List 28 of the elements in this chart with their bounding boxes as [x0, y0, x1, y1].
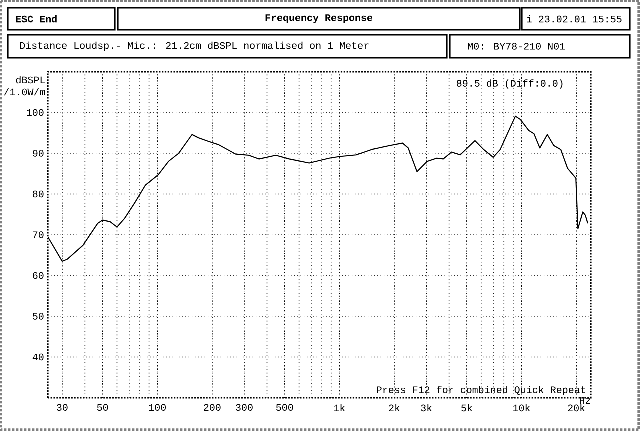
x-tick-label: 10k [514, 404, 530, 412]
x-axis-title: Hz [580, 397, 590, 404]
x-tick-label: 30 [57, 404, 68, 412]
y-tick-label: 100 [27, 109, 44, 116]
text: ESC End [16, 15, 57, 23]
chart-title: Frequency Response [266, 14, 373, 24]
x-tick-label: 300 [236, 404, 253, 412]
text: i 23.02.01 15:55 [527, 15, 622, 23]
text: M0: BY78-210 N01 [468, 43, 566, 50]
y-tick-label: 40 [32, 354, 44, 361]
annotation: Press F12 for combined Quick Repeat [377, 386, 586, 396]
x-tick-label: 20k [568, 404, 586, 412]
x-tick-label: 500 [276, 404, 294, 412]
y-tick-label: 90 [33, 150, 44, 157]
x-tick-label: 200 [204, 404, 221, 412]
x-tick-label: 5k [462, 404, 472, 412]
y-tick-label: 50 [33, 313, 44, 320]
x-tick-label: 100 [149, 404, 166, 412]
x-tick-label: 2k [389, 404, 400, 412]
x-tick-label: 3k [421, 404, 432, 412]
y-tick-label: 60 [33, 272, 44, 280]
y-axis-title: dBSPL /1.0W/m [4, 76, 46, 96]
x-tick-label: 50 [97, 404, 108, 412]
y-tick-label: 80 [33, 190, 44, 198]
y-tick-label: 70 [33, 232, 44, 238]
x-tick-label: 1k [334, 404, 346, 412]
chart-subtitle: Distance Loudsp.- Mic.: 21.2cm dBSPL normalised on 1 Meter [20, 42, 369, 52]
annotation: 89.5 dB (Diff:0.0) [457, 80, 563, 89]
